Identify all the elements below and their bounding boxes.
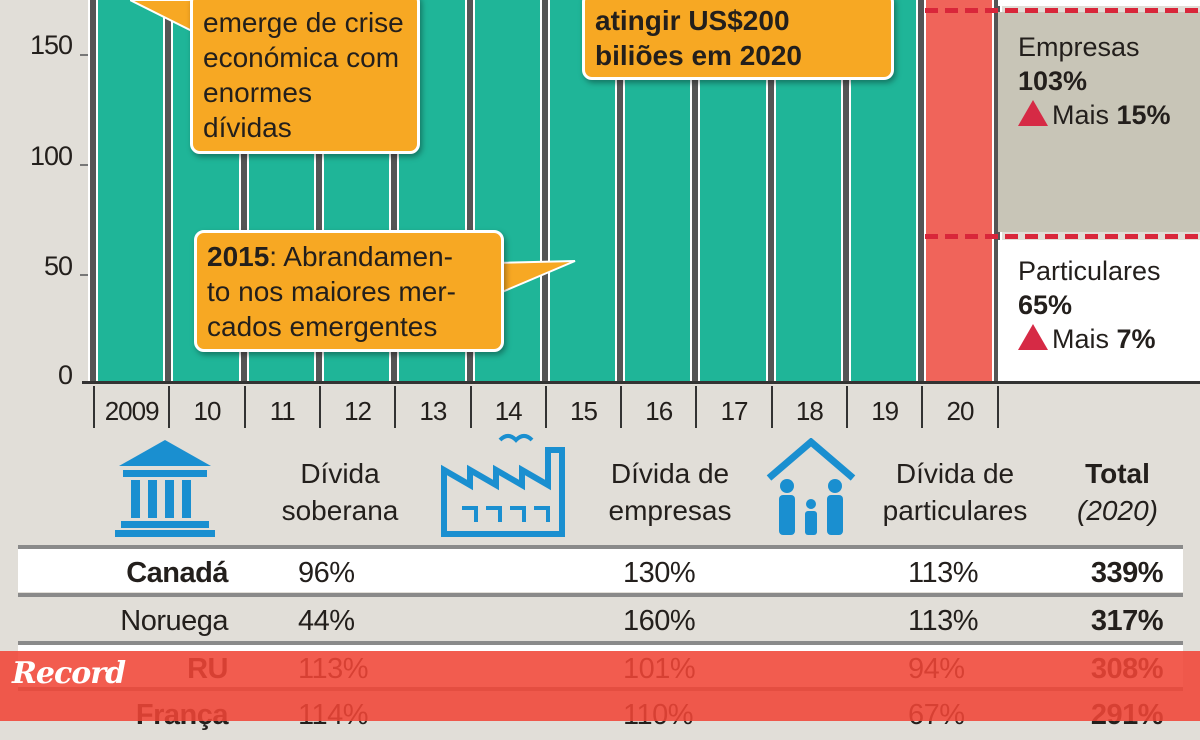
empresas-panel: Empresas 103% Mais 15% xyxy=(998,12,1200,232)
callout-line: to nos maiores mer- xyxy=(207,276,456,307)
legend-sovereign: Dívida soberana xyxy=(250,455,430,529)
bar-separator xyxy=(615,0,626,383)
x-tick-label: 13 xyxy=(394,386,469,428)
row-divider xyxy=(18,593,1183,597)
cell-country: Canadá xyxy=(126,557,228,589)
callout-pointer xyxy=(495,260,576,297)
red-overlay xyxy=(0,651,1200,721)
x-tick-label: 2009 xyxy=(93,386,168,428)
legend-line: Dívida xyxy=(300,458,380,489)
cell-total: 339% xyxy=(1090,557,1164,589)
bar-separator xyxy=(464,0,475,383)
cell-sovereign: 44% xyxy=(298,605,355,637)
up-triangle-icon xyxy=(1018,100,1048,126)
bar-separator xyxy=(313,0,324,383)
callout-line: dívidas xyxy=(203,112,292,143)
dashed-divider xyxy=(925,8,1200,13)
cell-companies: 160% xyxy=(623,605,696,637)
callout-crisis: emerge de crise económica com enormes dí… xyxy=(190,0,420,154)
cell-total: 317% xyxy=(1090,605,1164,637)
empresas-more: Mais xyxy=(1052,100,1117,130)
empresas-pct: 103% xyxy=(1018,66,1088,96)
callout-year: 2015 xyxy=(207,241,270,272)
bar-separator xyxy=(765,0,776,383)
legend-total-year: (2020) xyxy=(1077,495,1158,526)
cell-households: 113% xyxy=(908,557,979,589)
table-row: Canadá 96% 130% 113% 339% xyxy=(18,548,1183,592)
legend-line: soberana xyxy=(281,495,399,526)
cell-country: Noruega xyxy=(120,605,228,637)
legend-line: particulares xyxy=(882,495,1028,526)
x-axis-end xyxy=(996,386,999,428)
x-tick-label: 19 xyxy=(846,386,921,428)
callout-line: : Abrandamen- xyxy=(269,241,453,272)
y-tick-mark xyxy=(80,54,92,56)
y-tick-mark xyxy=(80,164,92,166)
y-tick-mark xyxy=(80,274,92,276)
x-tick-label: 16 xyxy=(620,386,695,428)
row-divider xyxy=(18,545,1183,549)
x-tick-label: 17 xyxy=(695,386,770,428)
callout-line: económica com xyxy=(203,42,400,73)
y-tick-label: 0 xyxy=(57,360,73,390)
callout-line: biliões em 2020 xyxy=(595,40,803,71)
callout-target: atingir US$200 biliões em 2020 xyxy=(582,0,894,80)
bar-separator xyxy=(690,0,701,383)
particulares-more: Mais xyxy=(1052,324,1117,354)
legend-companies: Dívida de empresas xyxy=(580,455,760,529)
empresas-change: 15% xyxy=(1116,100,1171,130)
legend-households: Dívida de particulares xyxy=(860,455,1050,529)
bar-separator xyxy=(916,0,927,383)
x-tick-label: 12 xyxy=(318,386,394,428)
legend-line: Dívida de xyxy=(610,458,730,489)
bank-icon xyxy=(115,440,215,537)
particulares-label: Particulares xyxy=(1018,256,1161,286)
cell-sovereign: 96% xyxy=(298,557,355,589)
callout-line: cados emergentes xyxy=(207,311,438,342)
family-house-icon xyxy=(766,438,856,535)
dashed-divider xyxy=(925,234,1200,239)
top-strip xyxy=(998,0,1200,6)
row-divider xyxy=(18,641,1183,645)
x-tick-label: 18 xyxy=(770,386,846,428)
legend-line: empresas xyxy=(608,495,732,526)
x-tick-label: 20 xyxy=(921,386,996,428)
y-tick-label: 100 xyxy=(29,141,73,171)
bar-separator xyxy=(88,0,98,383)
factory-icon xyxy=(441,434,565,537)
particulares-change: 7% xyxy=(1116,324,1156,354)
bar-separator xyxy=(841,0,851,383)
x-tick-label: 14 xyxy=(469,386,545,428)
particulares-pct: 65% xyxy=(1018,290,1073,320)
legend-total: Total (2020) xyxy=(1060,455,1175,529)
bar-separator xyxy=(389,0,400,383)
bar-2009 xyxy=(93,0,169,383)
x-axis-line xyxy=(82,381,1200,384)
cell-households: 113% xyxy=(908,605,979,637)
bar-separator xyxy=(238,0,249,383)
x-tick-label: 10 xyxy=(168,386,243,428)
up-triangle-icon xyxy=(1018,324,1048,350)
callout-line: enormes xyxy=(203,77,312,108)
y-tick-label: 50 xyxy=(43,251,73,281)
callout-line: emerge de crise xyxy=(203,7,404,38)
legend-line: Dívida de xyxy=(895,458,1015,489)
bar-separator xyxy=(163,0,174,383)
cell-companies: 130% xyxy=(623,557,696,589)
x-tick-label: 15 xyxy=(544,386,620,428)
record-logo: Record xyxy=(12,656,126,691)
particulares-panel: Particulares 65% Mais 7% xyxy=(998,240,1200,382)
y-tick-label: 150 xyxy=(29,30,73,60)
bar-20 xyxy=(921,0,997,383)
table-row: Noruega 44% 160% 113% 317% xyxy=(18,596,1183,640)
legend-total-label: Total xyxy=(1085,458,1150,489)
x-tick-label: 11 xyxy=(243,386,319,428)
empresas-label: Empresas xyxy=(1018,32,1140,62)
callout-slowdown: 2015: Abrandamen- to nos maiores mer- ca… xyxy=(194,230,504,352)
bar-separator xyxy=(539,0,550,383)
callout-line: atingir US$200 xyxy=(595,5,790,36)
